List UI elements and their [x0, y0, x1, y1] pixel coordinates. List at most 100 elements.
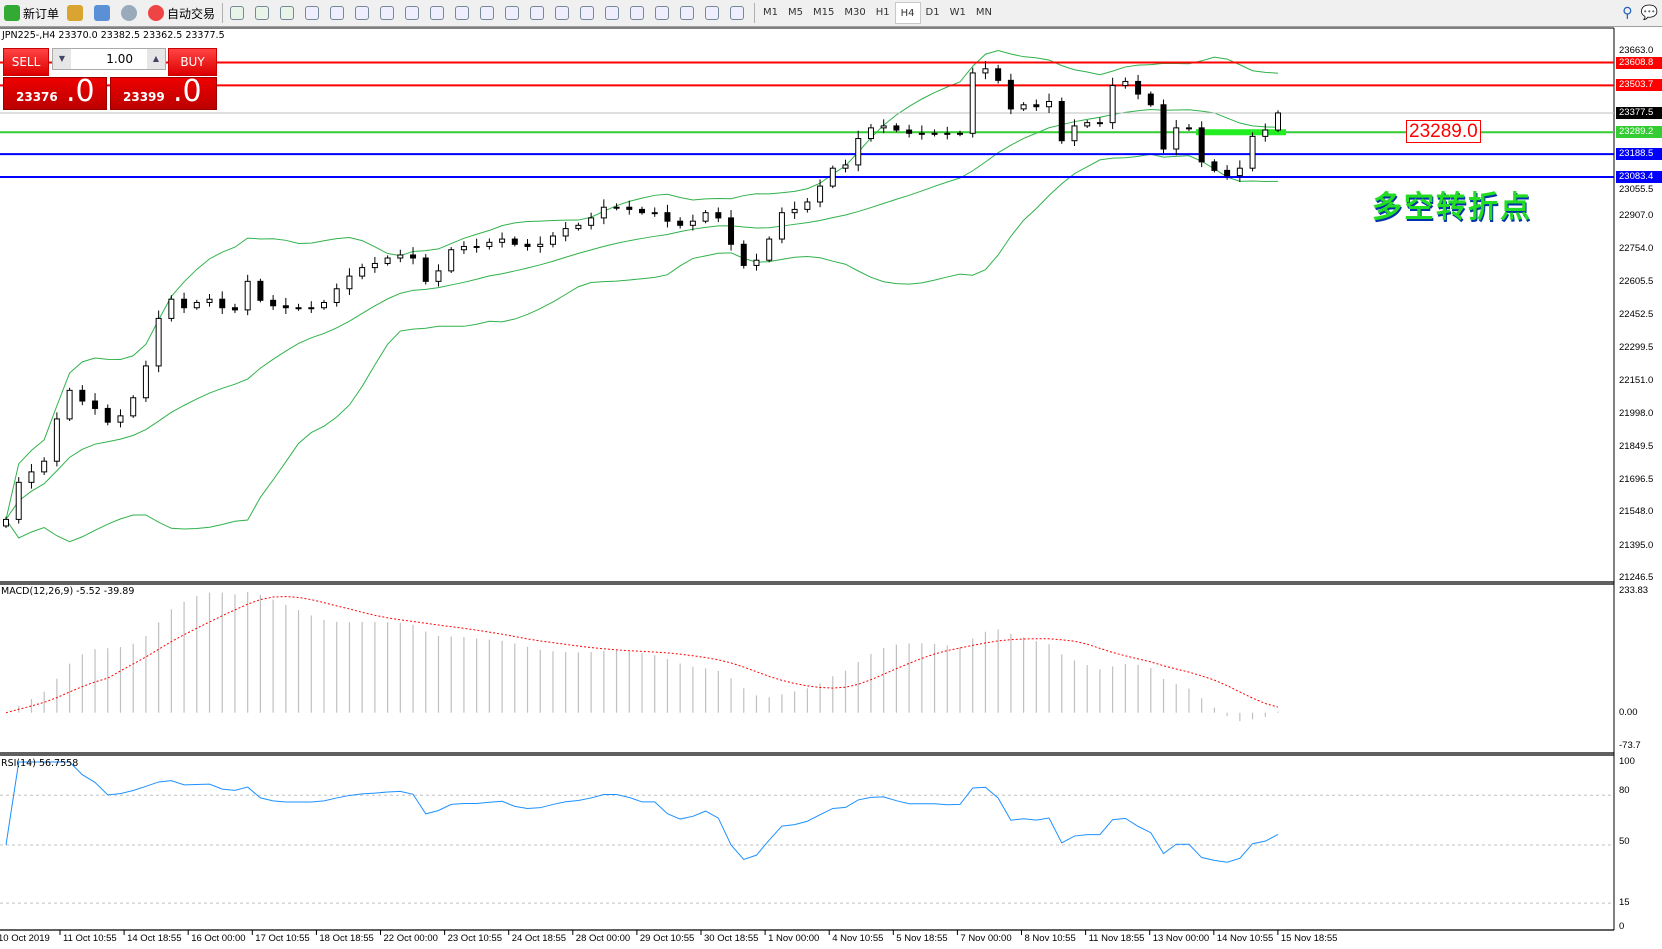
rsi-label: RSI(14) 56.7558 [1, 758, 79, 769]
timeframe-mn[interactable]: MN [975, 7, 992, 18]
equidistant-channel-button[interactable] [626, 2, 651, 24]
timeframe-d1[interactable]: D1 [925, 7, 940, 18]
bull-candle [1046, 100, 1053, 108]
metaeditor-button[interactable] [63, 2, 90, 24]
timeframe-h4[interactable]: H4 [894, 2, 921, 24]
auto-trading-button[interactable]: 自动交易 [144, 2, 219, 24]
bear-candle [511, 238, 518, 245]
text-button[interactable] [676, 2, 701, 24]
bear-candle [1135, 80, 1142, 95]
level-price-tag: 23377.5 [1616, 106, 1662, 119]
price-axis-label: 21548.0 [1619, 506, 1654, 518]
bull-candle [3, 518, 9, 527]
bear-candle [282, 305, 289, 309]
periods-button[interactable] [451, 2, 476, 24]
bull-candle [1096, 122, 1103, 125]
macd-axis-label: 0.00 [1619, 707, 1638, 718]
signals-button[interactable] [117, 2, 144, 24]
bear-candle [715, 212, 722, 219]
bear-candle [1198, 127, 1205, 163]
bull-candle [473, 245, 480, 248]
bear-candle [79, 389, 86, 402]
bear-candle [270, 299, 277, 307]
increase-volume-button[interactable]: ▲ [147, 49, 165, 69]
navigator-button[interactable] [90, 2, 117, 24]
auto-scroll-button[interactable] [376, 2, 401, 24]
pivot-annotation[interactable]: 多空转折点 [1372, 190, 1532, 225]
zoom-out-button[interactable] [326, 2, 351, 24]
level-price-tag: 23289.2 [1616, 126, 1662, 139]
candlestick-button[interactable] [251, 2, 276, 24]
text-label-button[interactable] [701, 2, 726, 24]
bull-candle [28, 471, 35, 483]
arrows-button[interactable] [726, 2, 751, 24]
macd-label: MACD(12,26,9) -5.52 -39.89 [1, 586, 135, 597]
sell-button[interactable]: SELL [3, 48, 49, 76]
price-axis-label: 22754.0 [1619, 243, 1654, 255]
cursor-icon [505, 6, 520, 20]
templates-button[interactable] [476, 2, 501, 24]
rsi-axis-label: 80 [1619, 785, 1630, 796]
price-label-box[interactable]: 23289.0 [1406, 120, 1481, 143]
timeframe-w1[interactable]: W1 [949, 7, 966, 18]
bull-candle [321, 301, 327, 309]
zoom-in-button[interactable] [301, 2, 326, 24]
price-axis-label: 23055.5 [1619, 184, 1654, 196]
bull-candle [918, 132, 925, 135]
crosshair-button[interactable] [526, 2, 551, 24]
cursor-button[interactable] [501, 2, 526, 24]
timeframe-m5[interactable]: M5 [788, 7, 804, 18]
bull-candle [155, 317, 162, 367]
search-button[interactable]: ⚲ [1618, 2, 1636, 24]
chat-button[interactable]: 💬 [1637, 2, 1662, 24]
tile-windows-button[interactable] [351, 2, 376, 24]
timeframe-m30[interactable]: M30 [844, 7, 866, 18]
bull-candle [41, 460, 48, 473]
horizontal-line-button[interactable] [576, 2, 601, 24]
bull-candle [142, 365, 149, 399]
bar-chart-button[interactable] [226, 2, 251, 24]
indicators-button[interactable] [426, 2, 451, 24]
bull-candle [384, 257, 391, 264]
bull-candle [1122, 80, 1129, 87]
zoom-in-icon [305, 6, 320, 20]
price-axis-label: 21998.0 [1619, 408, 1654, 420]
new-order-button[interactable]: 新订单 [0, 2, 63, 24]
bull-candle [575, 224, 582, 230]
timeframe-m1[interactable]: M1 [763, 7, 779, 18]
time-axis-label: 7 Nov 00:00 [960, 933, 1012, 944]
trendline-icon [605, 6, 620, 20]
macd-signal-line [5, 596, 1279, 714]
price-axis-label: 22605.5 [1619, 275, 1654, 287]
bull-candle [613, 206, 620, 209]
timeframe-m15[interactable]: M15 [813, 7, 835, 18]
bull-candle [778, 212, 785, 240]
toolbar: 新订单 自动交易 M1 M5 M15 M30 H1 H4 D1 W1 MN ⚲ 💬 [0, 0, 1662, 27]
bear-candle [893, 125, 900, 131]
trendline-button[interactable] [601, 2, 626, 24]
bear-candle [1224, 169, 1231, 177]
price-axis-label: 21696.5 [1619, 473, 1654, 485]
one-click-trading-panel: SELL ▼ 1.00 ▲ BUY 23376.0 23399.0 [3, 48, 217, 110]
volume-input[interactable]: 1.00 [106, 52, 133, 66]
bull-candle [295, 307, 302, 310]
price-axis-label: 21395.0 [1619, 539, 1654, 551]
timeframe-h1[interactable]: H1 [875, 7, 890, 18]
bull-candle [753, 259, 760, 266]
bollinger-middle [5, 108, 1279, 520]
vertical-line-button[interactable] [551, 2, 576, 24]
bull-candle [1109, 85, 1116, 124]
bid-price[interactable]: 23376.0 [3, 74, 107, 110]
bull-candle [308, 307, 315, 310]
buy-button[interactable]: BUY [168, 48, 217, 76]
line-chart-button[interactable] [276, 2, 301, 24]
bull-candle [168, 298, 175, 319]
ask-price[interactable]: 23399.0 [110, 74, 217, 110]
bear-candle [906, 129, 913, 134]
volume-stepper[interactable]: ▼ 1.00 ▲ [52, 48, 166, 70]
fibonacci-button[interactable] [651, 2, 676, 24]
chart-shift-button[interactable] [401, 2, 426, 24]
bull-candle [791, 208, 798, 214]
decrease-volume-button[interactable]: ▼ [53, 49, 71, 69]
